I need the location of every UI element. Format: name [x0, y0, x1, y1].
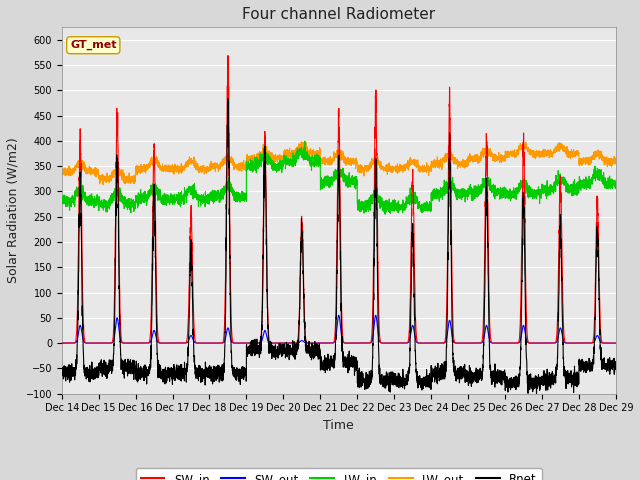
Title: Four channel Radiometer: Four channel Radiometer: [242, 7, 435, 22]
Y-axis label: Solar Radiation (W/m2): Solar Radiation (W/m2): [7, 138, 20, 283]
Text: GT_met: GT_met: [70, 40, 116, 50]
Legend: SW_in, SW_out, LW_in, LW_out, Rnet: SW_in, SW_out, LW_in, LW_out, Rnet: [136, 468, 541, 480]
X-axis label: Time: Time: [323, 419, 354, 432]
